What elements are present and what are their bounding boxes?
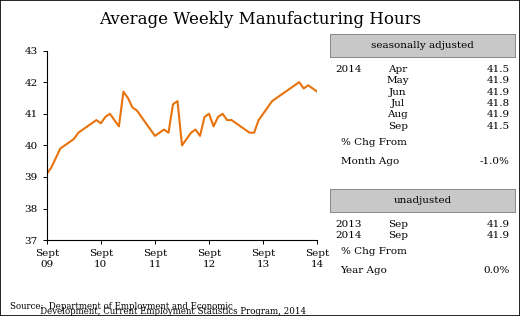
- Text: 2014: 2014: [335, 231, 362, 240]
- Text: 2013: 2013: [335, 220, 362, 228]
- Text: Month Ago: Month Ago: [341, 157, 399, 166]
- Text: 41.5: 41.5: [487, 122, 510, 131]
- Text: May: May: [386, 76, 409, 85]
- Text: seasonally adjusted: seasonally adjusted: [371, 41, 474, 50]
- Text: Jul: Jul: [391, 99, 405, 108]
- Text: 41.9: 41.9: [487, 231, 510, 240]
- Text: 41.8: 41.8: [487, 99, 510, 108]
- Text: Jun: Jun: [389, 88, 407, 96]
- Text: 41.9: 41.9: [487, 110, 510, 119]
- Text: % Chg From: % Chg From: [341, 138, 407, 147]
- Text: Sep: Sep: [388, 122, 408, 131]
- Text: Source:  Department of Employment and Economic: Source: Department of Employment and Eco…: [10, 302, 233, 311]
- Text: Aug: Aug: [387, 110, 408, 119]
- Text: 0.0%: 0.0%: [483, 266, 510, 275]
- Text: 41.9: 41.9: [487, 88, 510, 96]
- Text: Sep: Sep: [388, 231, 408, 240]
- Text: Apr: Apr: [388, 65, 408, 74]
- Text: unadjusted: unadjusted: [393, 196, 452, 205]
- Text: 41.9: 41.9: [487, 76, 510, 85]
- Text: -1.0%: -1.0%: [480, 157, 510, 166]
- Text: 2014: 2014: [335, 65, 362, 74]
- Text: % Chg From: % Chg From: [341, 247, 407, 256]
- Text: Sep: Sep: [388, 220, 408, 228]
- Text: Year Ago: Year Ago: [341, 266, 387, 275]
- Text: Average Weekly Manufacturing Hours: Average Weekly Manufacturing Hours: [99, 11, 421, 28]
- Text: 41.5: 41.5: [487, 65, 510, 74]
- Text: 41.9: 41.9: [487, 220, 510, 228]
- Text: Development, Current Employment Statistics Program, 2014: Development, Current Employment Statisti…: [10, 307, 306, 316]
